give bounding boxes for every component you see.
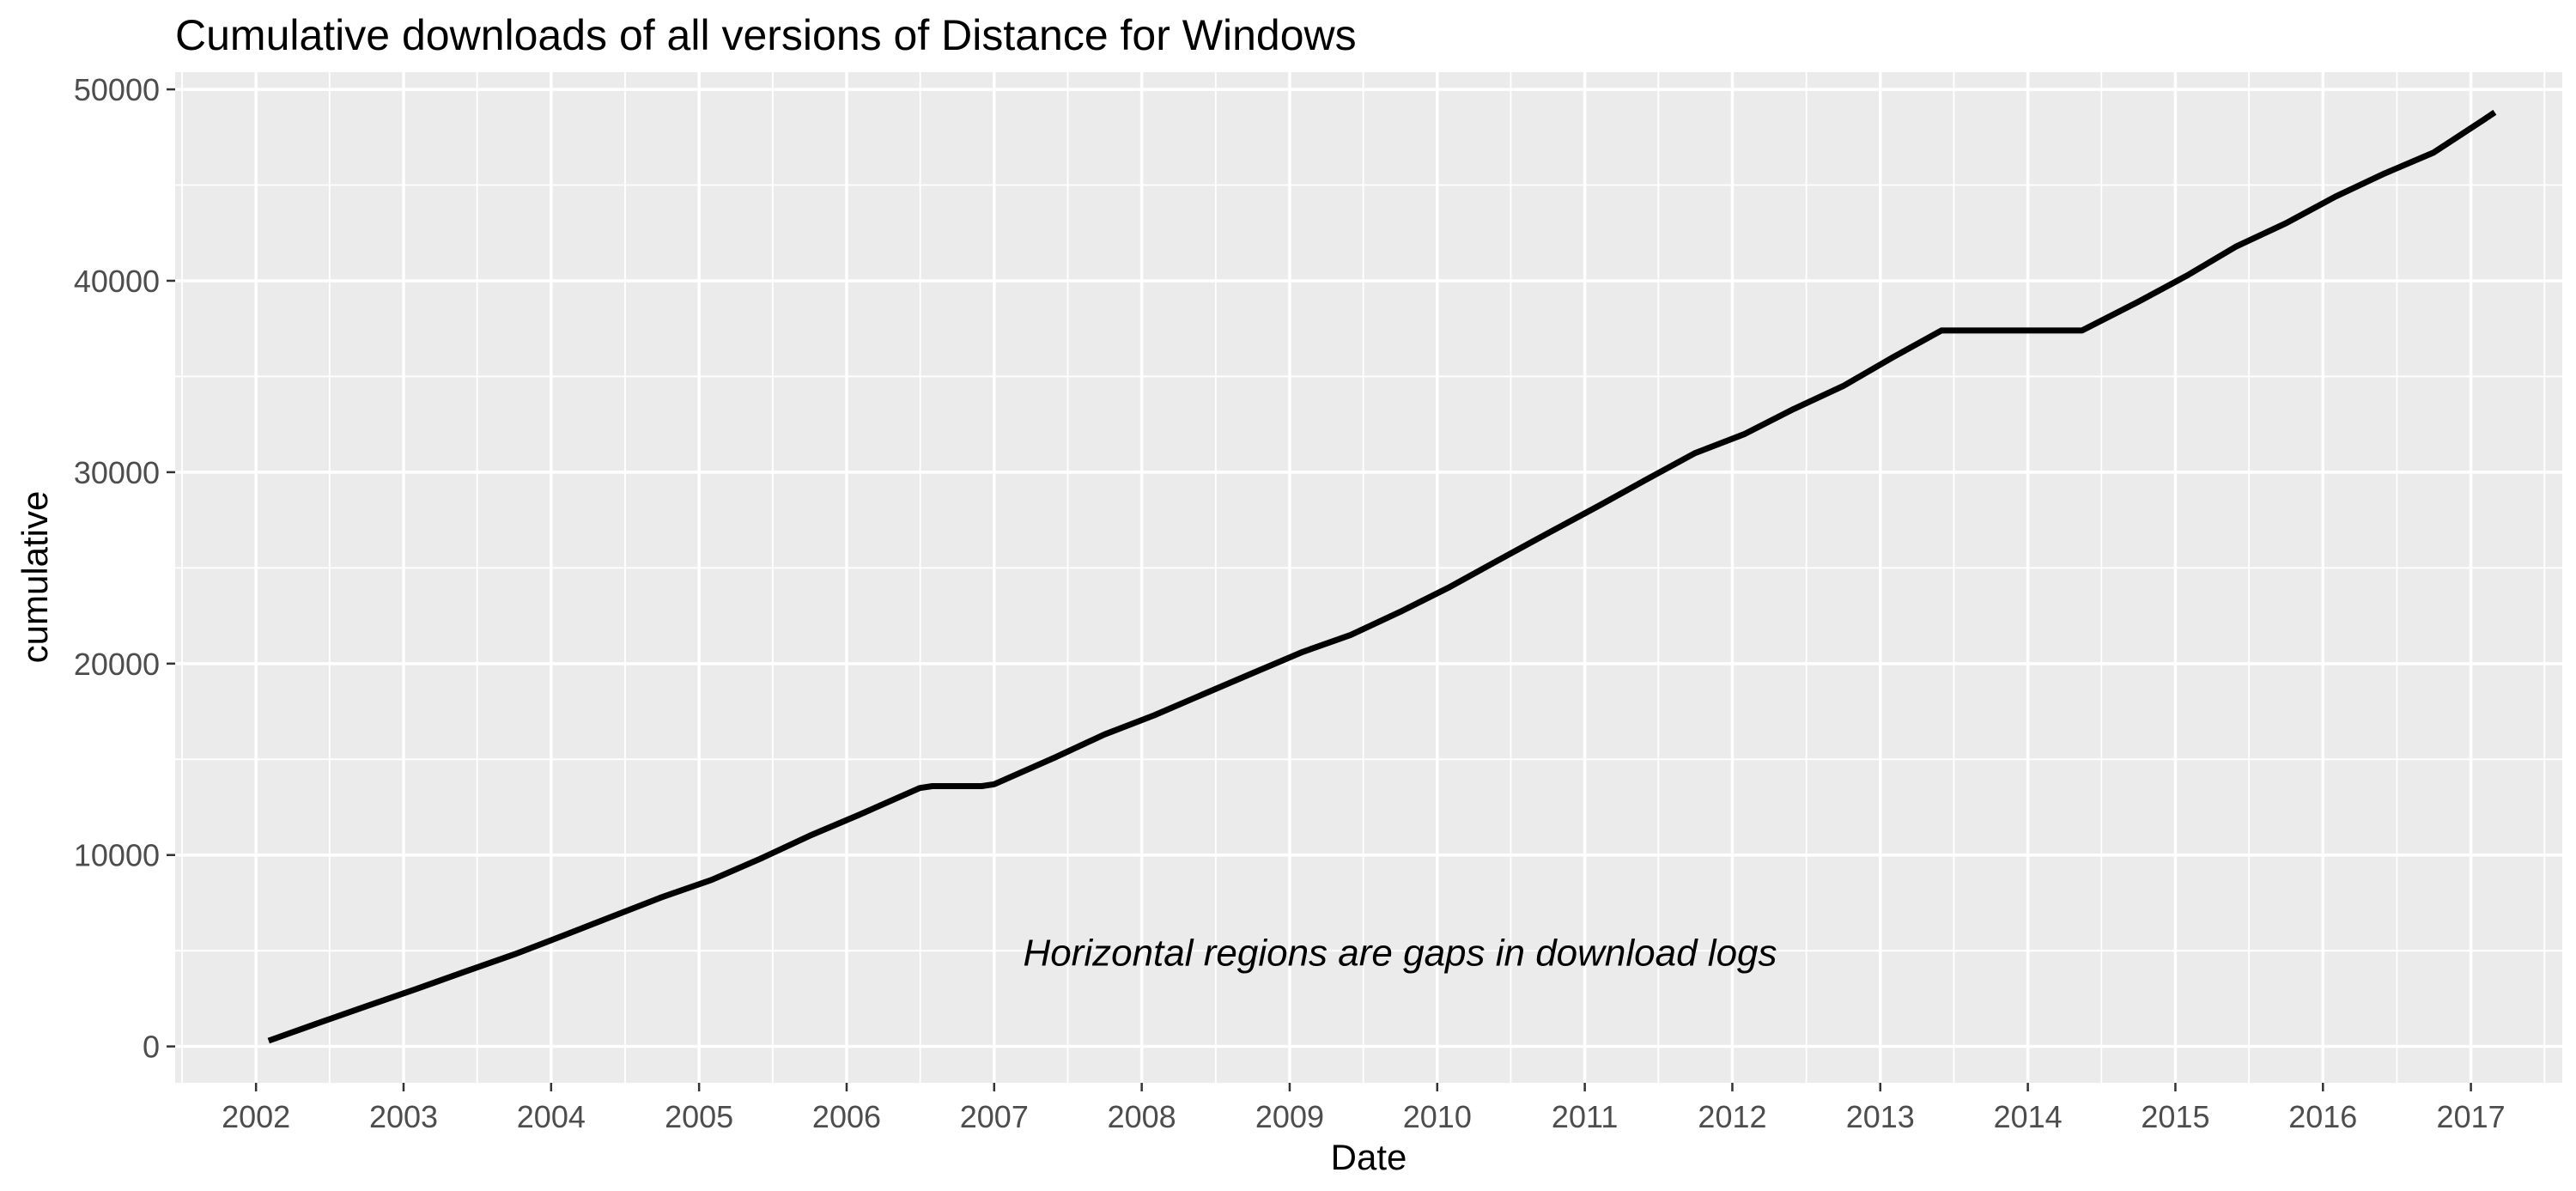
x-tick-label: 2010 bbox=[1403, 1099, 1472, 1134]
y-tick-label: 40000 bbox=[74, 264, 160, 299]
plot-panel bbox=[175, 72, 2562, 1083]
minor-gridlines bbox=[175, 72, 2562, 1083]
series-layer bbox=[267, 109, 2497, 1044]
x-tick-label: 2011 bbox=[1552, 1099, 1618, 1134]
x-tick-label: 2007 bbox=[960, 1099, 1029, 1134]
x-tick-label: 2013 bbox=[1846, 1099, 1915, 1134]
major-gridlines bbox=[175, 72, 2562, 1083]
y-tick-label: 0 bbox=[143, 1030, 160, 1065]
x-tick-label: 2004 bbox=[517, 1099, 586, 1134]
x-tick-label: 2012 bbox=[1698, 1099, 1766, 1134]
series-line bbox=[267, 109, 2497, 1044]
y-axis-title: cumulative bbox=[15, 491, 55, 664]
chart-title: Cumulative downloads of all versions of … bbox=[175, 11, 1357, 59]
y-axis: 0 10000 20000 30000 40000 50000 bbox=[74, 72, 175, 1065]
y-tick-label: 50000 bbox=[74, 72, 160, 107]
x-axis: 2002 2003 2004 2005 2006 2007 2008 2009 2010 2011… bbox=[222, 1083, 2506, 1134]
y-tick-label: 30000 bbox=[74, 455, 160, 490]
x-tick-label: 2005 bbox=[665, 1099, 733, 1134]
annotation-label: Horizontal regions are gaps in download … bbox=[1023, 932, 1777, 974]
x-tick-label: 2009 bbox=[1255, 1099, 1324, 1134]
x-tick-label: 2008 bbox=[1108, 1099, 1176, 1134]
x-tick-label: 2016 bbox=[2288, 1099, 2357, 1134]
x-tick-label: 2015 bbox=[2141, 1099, 2209, 1134]
x-tick-label: 2003 bbox=[369, 1099, 438, 1134]
x-tick-label: 2014 bbox=[1994, 1099, 2063, 1134]
x-tick-label: 2017 bbox=[2437, 1099, 2506, 1134]
x-tick-label: 2006 bbox=[812, 1099, 881, 1134]
y-tick-label: 20000 bbox=[74, 647, 160, 682]
x-tick-label: 2002 bbox=[222, 1099, 290, 1134]
x-axis-title: Date bbox=[1331, 1137, 1407, 1177]
y-tick-label: 10000 bbox=[74, 838, 160, 873]
